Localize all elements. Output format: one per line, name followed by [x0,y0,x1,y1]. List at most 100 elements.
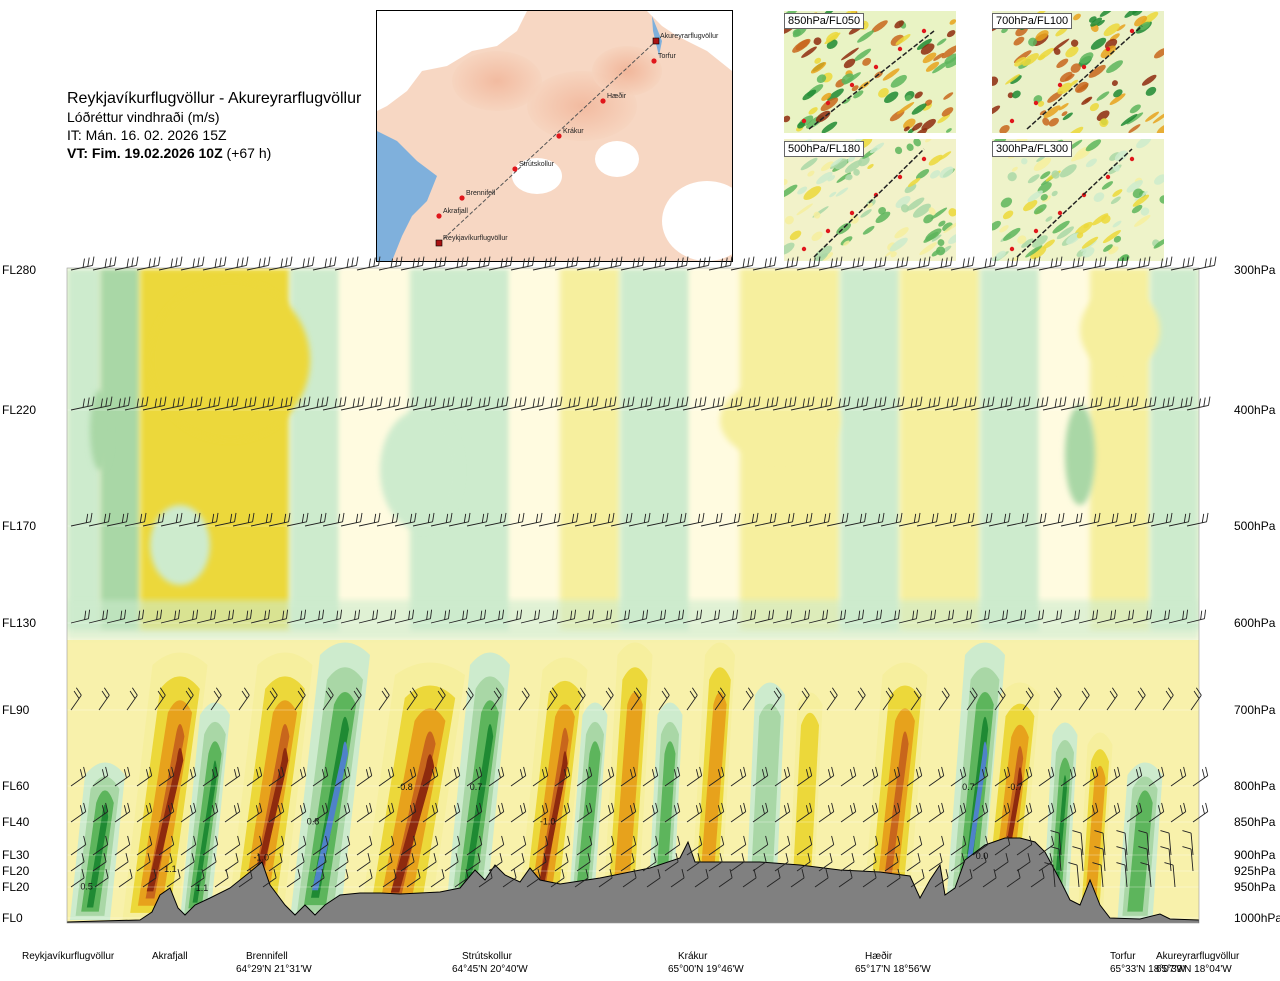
wind-barb [1168,396,1193,411]
thumb-patch [931,234,942,242]
thumb-patch [1013,36,1025,46]
thumb-patch [1114,150,1128,162]
wind-barb [1104,802,1121,823]
velocity-cell [312,741,348,891]
wind-barb [114,852,129,872]
thumb-patch [1062,112,1073,121]
wind-barb [312,766,329,787]
wind-barb [774,852,789,872]
thumb-patch [829,191,837,198]
wind-barb [1114,609,1135,624]
thumb-patch [1101,181,1114,190]
wind-barb [70,802,87,823]
map-point-label: Hæðir [607,92,627,100]
thumb-point [1105,174,1111,180]
location-name: Krákur [678,951,708,962]
velocity-cell [1084,765,1106,911]
wind-barb [1170,802,1187,823]
thumb-patch [835,187,849,197]
wind-barb [546,687,558,711]
wind-barb [1186,512,1209,527]
thumb-patch [884,91,899,104]
thumb-patch [827,175,836,182]
thumb-patch [894,146,903,155]
thumb-patch [871,20,888,33]
thumb-patch [784,242,795,255]
thumb-patch [936,246,946,256]
wind-barb [950,835,967,856]
wind-barb [358,609,379,624]
thumb-patch [1141,74,1157,86]
velocity-cell [297,667,363,913]
thumb-patch [1081,96,1093,105]
location-label: Hæðir 65°17'N 18°56'W [855,950,931,976]
thumb-patch [862,225,875,235]
thumb-patch [797,121,805,129]
thumbnail-700hpa[interactable]: 700hPa/FL100 [992,11,1164,133]
thumb-patch [923,214,934,224]
wind-barb [916,512,939,527]
wind-barb [1042,609,1063,624]
location-label: Krákur 65°00'N 19°46'W [668,950,744,976]
thumb-patch [1007,92,1014,99]
thumb-patch [925,228,942,241]
velocity-cell [602,642,653,920]
wind-barb [182,687,194,711]
thumb-patch [920,43,935,55]
wind-barb [178,609,199,624]
thumb-patch [992,76,999,86]
wind-barb [430,868,445,888]
thumb-patch [1000,197,1013,208]
velocity-cell [369,685,456,914]
wind-barb [576,852,591,872]
thumbnail-850hpa-map [784,11,956,133]
wind-barb [376,609,397,624]
thumb-patch [1033,204,1047,215]
thumb-patch [878,88,889,98]
wind-barb [1096,512,1119,527]
wind-barb [70,396,95,411]
thumb-patch [821,121,838,133]
wind-barb [950,766,967,787]
thumbnail-500hpa[interactable]: 500hPa/FL180 [784,139,956,261]
thumb-patch [1100,45,1117,59]
value-label: 0.7 [962,782,975,792]
flight-level-label: FL20 [2,864,30,878]
thumb-patch [925,61,940,72]
wind-barb [214,512,237,527]
flight-level-label: FL0 [2,911,23,925]
thumb-patch [1111,80,1118,86]
thumb-patch [1002,210,1014,220]
wind-barb [554,835,571,856]
thumb-patch [1030,246,1047,260]
wind-barb [114,256,139,271]
wind-barb [1114,512,1137,527]
wind-barb [972,852,987,872]
wind-barb [752,256,777,271]
thumb-patch [1027,190,1043,202]
value-label: 0.0 [976,851,989,861]
wind-barb [238,687,250,711]
value-label: 1.1 [164,864,177,874]
velocity-cell [698,692,727,906]
wind-barb [382,868,397,888]
thumbnail-850hpa[interactable]: 850hPa/FL050 [784,11,956,133]
thumb-patch [992,105,1001,115]
wind-barb [1116,830,1128,856]
wind-barb [312,835,329,856]
thumb-patch [1090,17,1103,27]
wind-barb [772,609,793,624]
velocity-cell [985,703,1035,914]
wind-barb [310,868,325,888]
wind-barb [224,256,249,271]
pressure-label: 600hPa [1234,616,1276,630]
wind-barb [1106,687,1118,711]
map-point-marker [600,98,606,104]
wind-barb [742,687,754,711]
thumb-patch [894,227,909,239]
thumb-patch [919,242,937,256]
pressure-label: 850hPa [1234,815,1276,829]
thumbnail-300hpa[interactable]: 300hPa/FL300 [992,139,1164,261]
thumb-patch [1027,174,1040,184]
wind-barb [898,609,919,624]
